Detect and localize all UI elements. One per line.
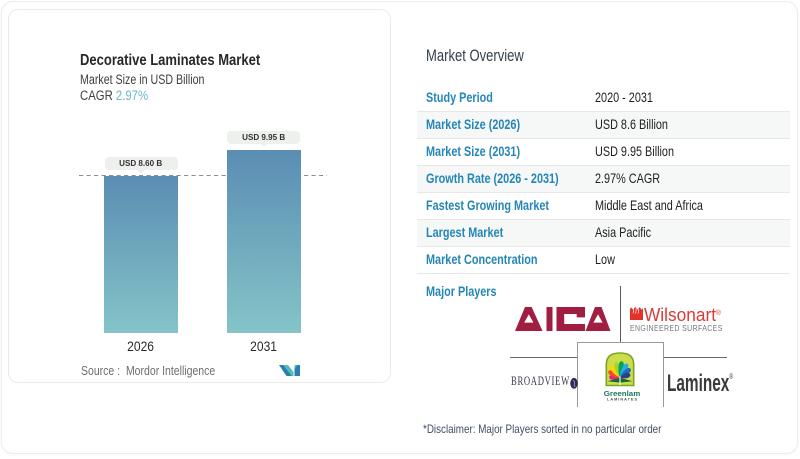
svg-text:Greenlam: Greenlam (603, 389, 640, 398)
svg-text:LAMINATES: LAMINATES (607, 398, 637, 402)
